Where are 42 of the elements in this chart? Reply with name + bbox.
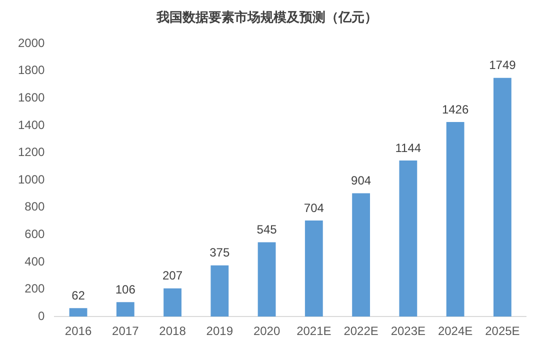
data-label: 904 xyxy=(351,174,372,188)
y-tick-label: 400 xyxy=(24,254,46,268)
x-tick-label: 2021E xyxy=(296,324,332,338)
y-tick-label: 1800 xyxy=(18,63,46,78)
y-tick-label: 2000 xyxy=(18,36,46,50)
data-label: 1749 xyxy=(489,58,516,72)
y-tick-label: 800 xyxy=(24,200,46,214)
data-label: 207 xyxy=(162,268,183,283)
bar xyxy=(258,242,276,317)
data-label: 375 xyxy=(210,246,230,260)
bar xyxy=(116,302,134,317)
bar xyxy=(304,220,323,317)
y-tick-label: 200 xyxy=(24,282,46,296)
x-tick-label: 2025E xyxy=(485,324,520,338)
x-tick-label: 2016 xyxy=(64,324,92,338)
bar xyxy=(210,265,229,317)
data-label: 1426 xyxy=(442,102,469,116)
data-label: 545 xyxy=(256,222,278,237)
chart-title: 我国数据要素市场规模及预测（亿元） xyxy=(156,9,378,24)
y-tick-label: 1200 xyxy=(18,145,46,160)
y-tick-label: 1400 xyxy=(18,118,46,132)
bar xyxy=(446,122,464,317)
data-label: 62 xyxy=(72,288,86,302)
x-tick-label: 2019 xyxy=(206,324,234,338)
bar xyxy=(493,78,512,317)
x-tick-label: 2018 xyxy=(159,324,186,338)
x-tick-label: 2024E xyxy=(438,324,473,338)
y-tick-label: 0 xyxy=(38,308,46,323)
x-tick-label: 2020 xyxy=(253,324,280,338)
data-label: 1144 xyxy=(395,140,422,155)
x-tick-label: 2017 xyxy=(112,324,140,338)
bar xyxy=(69,308,88,317)
y-tick-label: 1600 xyxy=(18,90,46,105)
bar xyxy=(352,193,370,317)
y-tick-label: 600 xyxy=(24,227,46,242)
data-label: 704 xyxy=(304,200,324,215)
x-tick-label: 2022E xyxy=(344,324,378,338)
bar xyxy=(164,288,182,317)
x-tick-label: 2023E xyxy=(390,324,426,338)
y-tick-label: 1000 xyxy=(18,172,46,186)
bar xyxy=(399,160,418,317)
data-label: 106 xyxy=(115,282,136,296)
